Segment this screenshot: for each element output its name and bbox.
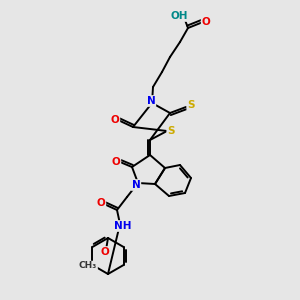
Text: S: S bbox=[167, 126, 175, 136]
Text: O: O bbox=[97, 198, 105, 208]
Text: N: N bbox=[147, 96, 155, 106]
Text: OH: OH bbox=[170, 11, 188, 21]
Text: O: O bbox=[112, 157, 120, 167]
Text: NH: NH bbox=[114, 221, 132, 231]
Text: O: O bbox=[100, 247, 109, 257]
Text: N: N bbox=[132, 180, 140, 190]
Text: O: O bbox=[111, 115, 119, 125]
Text: S: S bbox=[187, 100, 195, 110]
Text: CH₃: CH₃ bbox=[79, 262, 97, 271]
Text: O: O bbox=[202, 17, 210, 27]
